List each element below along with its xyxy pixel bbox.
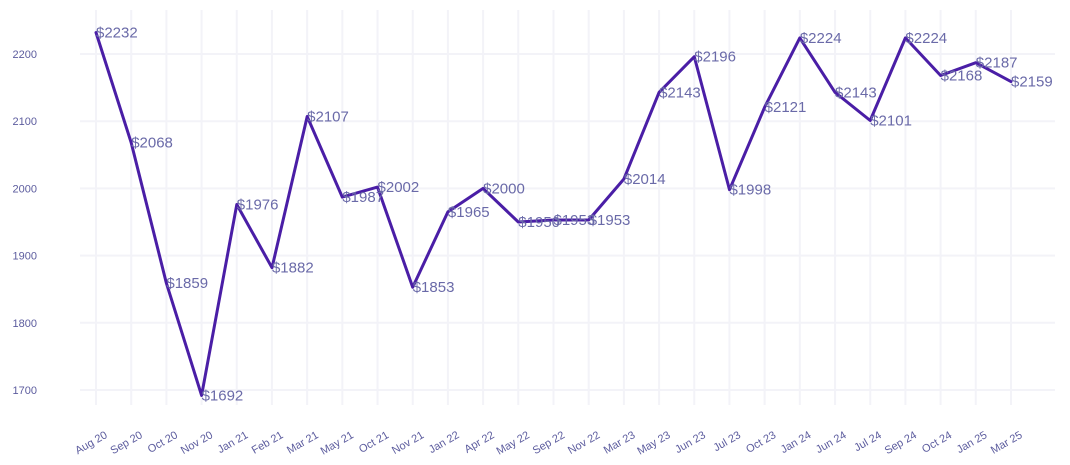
x-tick-label: Jan 24	[779, 429, 814, 456]
x-tick-label: Jul 23	[712, 429, 743, 454]
y-axis-ticks: 1700 1800 1900 2000 2100 2200	[13, 49, 37, 397]
grid-layer	[80, 10, 1055, 405]
x-tick-label: Jun 24	[814, 429, 849, 456]
data-label: $2196	[694, 49, 736, 66]
x-tick-label: Oct 20	[146, 429, 180, 456]
data-label: $2224	[800, 30, 842, 47]
series-line	[94, 31, 1013, 397]
data-label: $1965	[448, 204, 490, 221]
x-tick-label: Sep 20	[108, 429, 144, 457]
x-tick-label: Oct 23	[744, 429, 778, 456]
data-label: $1953	[554, 212, 596, 229]
data-label: $1882	[272, 260, 314, 277]
data-label: $2068	[131, 135, 173, 152]
data-label: $2002	[378, 179, 420, 196]
data-label: $2168	[941, 68, 983, 85]
x-tick-label: Aug 20	[73, 429, 109, 457]
data-label: $1853	[413, 279, 455, 296]
data-label: $2101	[870, 113, 912, 130]
x-tick-label: Mar 25	[989, 429, 1025, 457]
data-label: $2014	[624, 171, 666, 188]
x-tick-label: Nov 21	[390, 429, 426, 457]
data-label: $2000	[483, 180, 525, 197]
y-tick-label: 1800	[13, 318, 37, 330]
x-tick-label: Jan 25	[955, 429, 990, 456]
data-label-layer: $2232 $2068 $1859 $1692 $1976 $1882 $2107 $1987…	[96, 24, 1053, 404]
x-tick-label: Oct 24	[920, 429, 954, 456]
data-label: $1976	[237, 197, 279, 214]
y-tick-label: 2000	[13, 183, 37, 195]
data-label: $1987	[342, 189, 384, 206]
x-tick-label: May 23	[635, 429, 672, 457]
x-tick-label: Oct 21	[357, 429, 391, 456]
data-label: $2107	[307, 108, 349, 125]
x-tick-label: Sep 22	[531, 429, 567, 457]
data-label: $2143	[659, 84, 701, 101]
data-label: $2159	[1011, 74, 1053, 91]
x-tick-label: Sep 24	[883, 429, 919, 457]
x-tick-label: May 21	[319, 429, 356, 457]
x-tick-label: May 22	[495, 429, 532, 457]
x-tick-label: Apr 22	[463, 429, 497, 456]
x-tick-label: Jul 24	[852, 429, 883, 454]
y-tick-label: 2200	[13, 49, 37, 61]
y-tick-label: 1900	[13, 251, 37, 263]
x-tick-label: Mar 23	[602, 429, 638, 457]
data-label: $2224	[905, 30, 947, 47]
data-label: $2121	[765, 99, 807, 116]
y-tick-label: 2100	[13, 116, 37, 128]
data-label: $2143	[835, 84, 877, 101]
data-label: $2232	[96, 24, 138, 41]
x-tick-label: Feb 21	[250, 429, 286, 457]
x-tick-label: Jun 23	[673, 429, 708, 456]
x-tick-label: Jan 21	[216, 429, 251, 456]
data-label: $1692	[202, 387, 244, 404]
x-tick-label: Jan 22	[427, 429, 462, 456]
x-tick-label: Mar 21	[285, 429, 321, 457]
data-label: $1953	[589, 212, 631, 229]
series-line-layer	[94, 31, 1013, 397]
data-label: $1998	[729, 182, 771, 199]
x-tick-label: Nov 20	[179, 429, 215, 457]
data-label: $1950	[518, 214, 560, 231]
x-tick-label: Nov 22	[566, 429, 602, 457]
y-tick-label: 1700	[13, 385, 37, 397]
data-label: $1859	[166, 275, 208, 292]
data-label: $2187	[976, 55, 1018, 72]
